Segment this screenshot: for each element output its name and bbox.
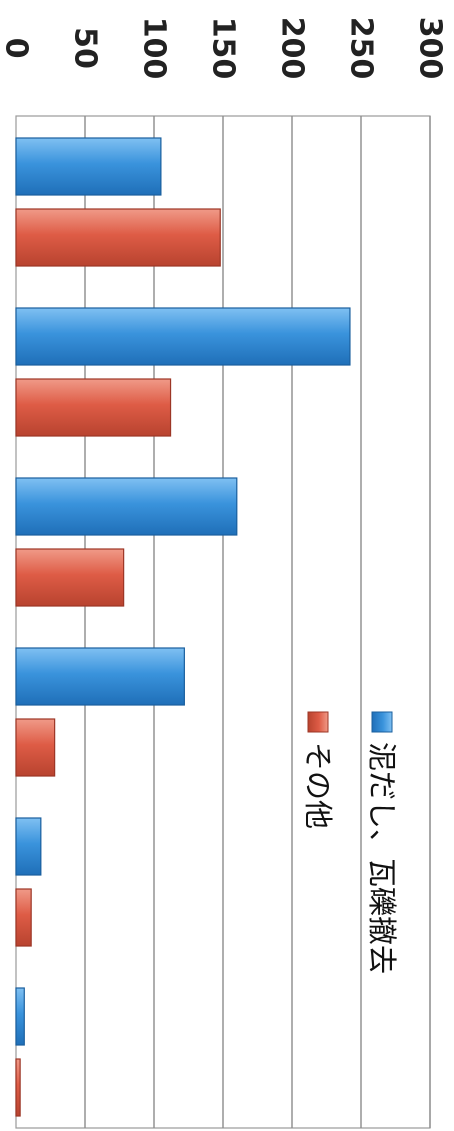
legend-label: 泥だし、瓦礫撤去 [365, 742, 399, 974]
legend-item: 泥だし、瓦礫撤去 [365, 711, 399, 974]
bar [15, 987, 25, 1046]
x-tick-label: 50 [68, 27, 103, 69]
bar [15, 647, 185, 706]
x-tick-label: 250 [344, 17, 379, 80]
bar [15, 1058, 21, 1117]
bar [15, 477, 238, 536]
legend-item: その他 [301, 711, 335, 829]
bar [15, 888, 32, 947]
legend-swatch [307, 711, 329, 733]
bar [15, 307, 351, 366]
x-tick-label: 150 [206, 17, 241, 80]
bar [15, 378, 172, 437]
bar [15, 208, 221, 267]
x-tick-label: 100 [137, 17, 172, 80]
x-tick-label: 0 [0, 38, 34, 59]
bar [15, 718, 56, 777]
bar [15, 817, 42, 876]
legend-label: その他 [301, 742, 335, 829]
x-tick-label: 200 [275, 17, 310, 80]
bar [15, 548, 125, 607]
legend-swatch [371, 711, 393, 733]
x-tick-label: 300 [413, 17, 448, 80]
bar [15, 137, 162, 196]
